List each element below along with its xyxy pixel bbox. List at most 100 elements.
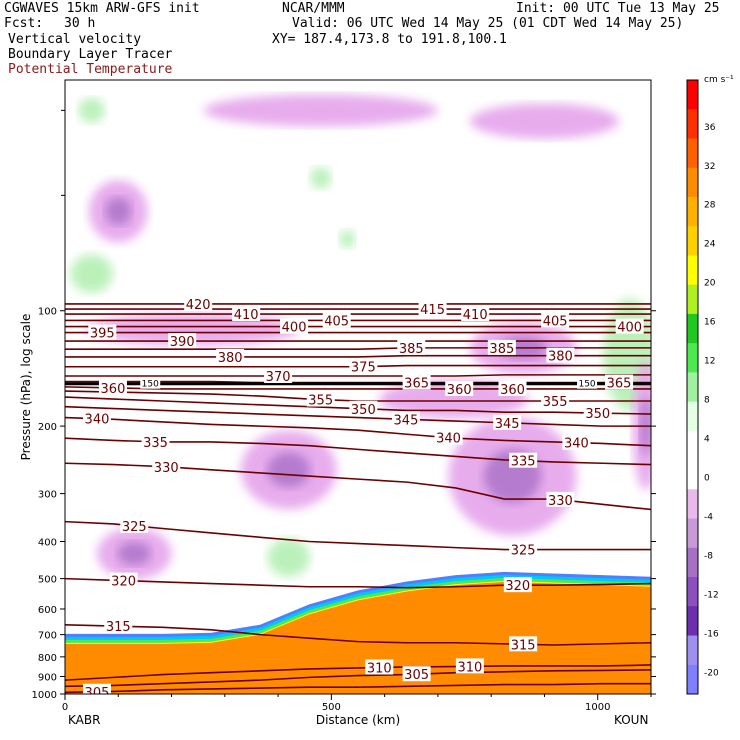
theta-contour-305 [65, 669, 651, 688]
y-tick-label: 400 [38, 537, 57, 548]
colorbar-tick-label: 36 [704, 123, 716, 133]
y-tick-label: 500 [38, 575, 57, 586]
theta-contour-320 [65, 577, 651, 589]
theta-label-bg [88, 324, 117, 340]
theta-label-bg [509, 452, 538, 468]
theta-label: 325 [122, 520, 147, 535]
colorbar-tick-label: -8 [704, 552, 713, 562]
theta-label-bg [168, 333, 197, 349]
theta-label-bg [141, 433, 170, 449]
theta-label: 320 [505, 579, 530, 594]
theta-label-bg [306, 391, 335, 407]
theta-label: 365 [404, 377, 429, 392]
theta-label: 400 [282, 321, 307, 336]
theta-label-bg [434, 429, 463, 445]
vv-patch-up [78, 97, 105, 124]
colorbar-swatch [687, 167, 698, 198]
colorbar-swatch [687, 284, 698, 315]
theta-label: 400 [617, 321, 642, 336]
theta-label: 395 [90, 327, 115, 342]
colorbar-tick-label: -20 [704, 669, 719, 679]
tropopause-label: 150 [578, 380, 595, 390]
theta-label: 350 [585, 407, 610, 422]
theta-label: 305 [85, 686, 110, 701]
colorbar-swatch [687, 226, 698, 256]
theta-label: 380 [548, 350, 573, 365]
field-potential-temperature: Potential Temperature [8, 62, 173, 77]
theta-label-bg [349, 400, 378, 416]
theta-label: 340 [85, 413, 110, 428]
theta-label-bg [455, 658, 484, 674]
colorbar-swatch [687, 460, 698, 490]
vertical-velocity-shading [70, 94, 651, 580]
field-boundary-layer-tracer: Boundary Layer Tracer [8, 47, 173, 62]
y-tick-label: 100 [38, 307, 57, 318]
theta-label-bg [546, 491, 575, 507]
x-axis-label: Distance (km) [316, 713, 400, 727]
theta-label-bg [509, 636, 538, 652]
tropopause-label-bg [577, 378, 598, 389]
colorbar-tick-label: 12 [704, 357, 715, 367]
theta-label: 325 [511, 544, 536, 559]
theta-label-bg [232, 306, 261, 322]
theta-label-bg [445, 380, 474, 396]
theta-label: 355 [308, 394, 333, 409]
y-axis-label: Pressure (hPa), log scale [19, 314, 33, 461]
theta-label-bg [402, 666, 431, 682]
colorbar-swatch [687, 401, 698, 432]
theta-label: 410 [463, 308, 488, 323]
theta-label-bg [391, 411, 420, 427]
theta-label: 420 [186, 298, 211, 313]
colorbar-swatch [687, 196, 698, 227]
pressure-axis: 100 200 300 400 500 600 700 800 900 1000 [32, 109, 656, 701]
theta-label: 340 [436, 432, 461, 447]
theta-label-bg [546, 347, 575, 363]
theta-label-bg [216, 348, 245, 364]
colorbar-swatch [687, 606, 698, 637]
theta-label-bg [503, 577, 532, 593]
vv-patch-down [86, 313, 300, 346]
right-endpoint-label: KOUN [614, 713, 648, 727]
theta-label: 405 [543, 314, 568, 329]
theta-label: 335 [143, 436, 168, 451]
colorbar-swatch [687, 372, 698, 403]
colorbar-swatch [687, 138, 698, 169]
y-tick-label: 300 [38, 490, 57, 501]
vv-patch-up [310, 166, 332, 189]
cross-section-endpoints: XY= 187.4,173.8 to 191.8,100.1 [272, 32, 507, 47]
colorbar-swatch [687, 313, 698, 344]
theta-label-bg [280, 318, 309, 334]
colorbar-swatch [687, 489, 698, 520]
theta-label-bg [493, 414, 522, 430]
theta-label-bg [109, 572, 138, 588]
tropopause-label: 150 [142, 380, 159, 390]
theta-label-bg [120, 517, 149, 533]
theta-label-bg [562, 434, 591, 450]
colorbar-tick-label: 28 [704, 201, 716, 211]
theta-label: 405 [324, 314, 349, 329]
theta-label-bg [98, 379, 127, 395]
theta-label-bg [541, 393, 570, 409]
theta-label: 410 [234, 308, 259, 323]
theta-label-bg [365, 659, 394, 675]
theta-label-bg [461, 306, 490, 322]
colorbar-swatch [687, 664, 698, 695]
theta-label: 310 [457, 660, 482, 675]
theta-label-bg [152, 458, 181, 474]
colorbar-tick-label: 32 [704, 162, 715, 172]
theta-label: 315 [106, 620, 131, 635]
theta-label-bg [82, 683, 111, 694]
theta-label-bg [605, 374, 634, 390]
theta-contour-315 [65, 624, 651, 646]
y-tick-label: 800 [38, 653, 57, 664]
theta-label-bg [541, 312, 570, 328]
theta-contour-305 [65, 682, 651, 694]
theta-contour-340 [65, 416, 651, 447]
potential-temperature-labels: 305 310 310 305 315 315 320 320 325 325 330 330 335 3… [82, 295, 644, 701]
theta-label-bg [487, 339, 516, 355]
theta-label: 370 [266, 370, 291, 385]
theta-label-bg [418, 301, 447, 317]
theta-label: 330 [548, 494, 573, 509]
theta-label-bg [184, 295, 213, 311]
theta-label-bg [104, 618, 133, 634]
